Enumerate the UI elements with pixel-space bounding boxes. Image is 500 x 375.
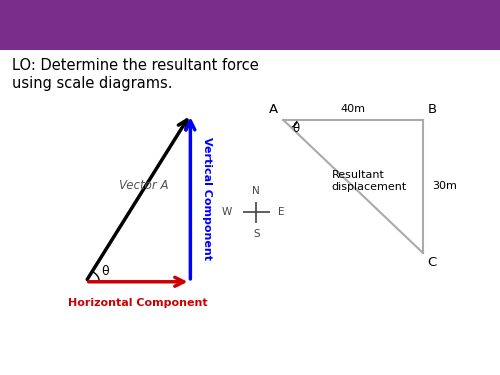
Text: B: B xyxy=(428,103,436,116)
Text: Vertical Component: Vertical Component xyxy=(202,136,212,260)
Text: Vector A: Vector A xyxy=(118,178,168,192)
Text: 30m: 30m xyxy=(432,182,458,192)
Text: θ: θ xyxy=(292,122,299,135)
Text: 40m: 40m xyxy=(340,104,365,114)
Text: C: C xyxy=(428,256,437,269)
Text: E: E xyxy=(278,207,285,218)
Text: Resultant Forces (Scale Diagrams): Resultant Forces (Scale Diagrams) xyxy=(12,17,324,32)
Text: LO: Determine the resultant force
using scale diagrams.: LO: Determine the resultant force using … xyxy=(12,58,259,90)
Text: S: S xyxy=(253,229,260,239)
Text: Resultant
displacement: Resultant displacement xyxy=(332,170,407,192)
Text: θ: θ xyxy=(101,264,109,278)
Text: A: A xyxy=(268,103,278,116)
Text: N: N xyxy=(252,186,260,196)
Text: Horizontal Component: Horizontal Component xyxy=(68,298,208,307)
Text: W: W xyxy=(222,207,232,218)
